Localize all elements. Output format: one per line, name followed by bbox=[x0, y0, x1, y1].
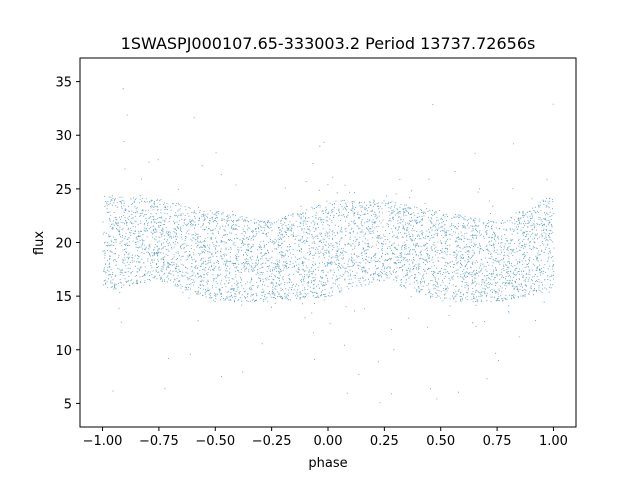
y-axis-label: flux bbox=[32, 231, 47, 255]
x-tick-label: −0.75 bbox=[139, 434, 179, 449]
y-tick-label: 5 bbox=[64, 397, 72, 412]
x-tick-label: 0.50 bbox=[426, 434, 455, 449]
x-tick-label: −0.50 bbox=[195, 434, 235, 449]
x-axis-label: phase bbox=[308, 456, 347, 471]
y-tick-label: 15 bbox=[55, 290, 72, 305]
x-tick-label: 0.25 bbox=[370, 434, 399, 449]
y-tick-label: 25 bbox=[55, 183, 72, 198]
y-axis: 5 10 15 20 25 30 35 bbox=[55, 76, 80, 412]
chart-title: 1SWASPJ000107.65-333003.2 Period 13737.7… bbox=[121, 34, 536, 53]
y-tick-label: 30 bbox=[55, 129, 72, 144]
x-tick-label: −0.25 bbox=[252, 434, 292, 449]
x-tick-label: 1.00 bbox=[539, 434, 568, 449]
y-tick-label: 20 bbox=[55, 237, 72, 252]
x-tick-label: 0.75 bbox=[483, 434, 512, 449]
x-tick-label: 0.00 bbox=[314, 434, 343, 449]
y-tick-label: 35 bbox=[55, 76, 72, 91]
x-tick-label: −1.00 bbox=[83, 434, 123, 449]
x-axis: −1.00 −0.75 −0.50 −0.25 0.00 0.25 0.50 0.75 1.00 bbox=[83, 427, 568, 449]
y-tick-label: 10 bbox=[55, 344, 72, 359]
